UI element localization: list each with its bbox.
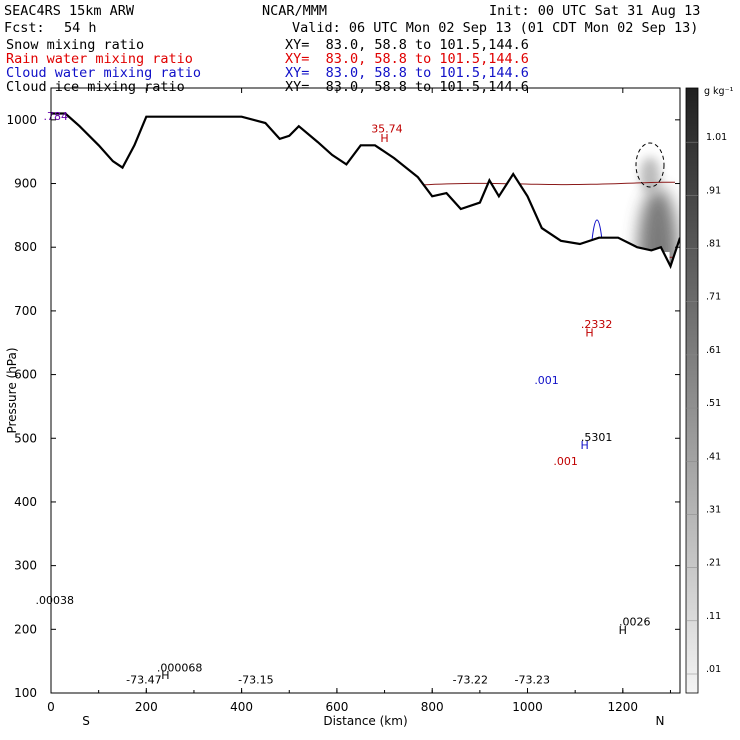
field-xy-cloud-water: XY= 83.0, 58.8 to 101.5,144.6 (285, 65, 529, 81)
colorbar-label: .71 (706, 292, 721, 303)
y-tick-label: 900 (14, 177, 37, 191)
extremum-label: .001 (534, 374, 559, 387)
field-label-rain: Rain water mixing ratio (6, 51, 193, 67)
center-name: NCAR/MMM (262, 3, 328, 19)
colorbar-label: .51 (706, 398, 721, 409)
extremum-label: H (380, 132, 388, 145)
colorbar (685, 87, 699, 694)
extremum-label: .001 (553, 455, 578, 468)
colorbar-label: .11 (706, 611, 721, 622)
colorbar-label: .01 (706, 664, 721, 675)
colorbar-label: .91 (706, 185, 721, 196)
field-xy-rain: XY= 83.0, 58.8 to 101.5,144.6 (285, 51, 529, 67)
extremum-label: .5301 (581, 431, 613, 444)
extremum-label: .0026 (619, 615, 651, 628)
forecast-label: Fcst: (4, 20, 45, 36)
terrain-fill (51, 113, 680, 693)
x-tick-label: 200 (135, 700, 158, 714)
x-tick-label: 800 (421, 700, 444, 714)
y-tick-label: 800 (14, 240, 37, 254)
extremum-label: -73.22 (453, 673, 488, 686)
extremum-label: H (585, 326, 593, 339)
x-tick-label: 1200 (608, 700, 639, 714)
y-tick-label: 500 (14, 431, 37, 445)
y-tick-label: 200 (14, 622, 37, 636)
colorbar-label: .41 (706, 451, 721, 462)
colorbar-label: .31 (706, 504, 721, 515)
extremum-label: 35.74 (371, 123, 403, 136)
extremum-label: -73.23 (515, 673, 550, 686)
y-tick-label: 100 (14, 686, 37, 700)
extremum-label: .000068 (157, 661, 203, 674)
x-tick-label: 600 (325, 700, 348, 714)
terrain-line (51, 112, 680, 270)
field-label-cloud-water: Cloud water mixing ratio (6, 65, 202, 81)
x-axis-label: Distance (km) (323, 714, 407, 728)
y-tick-label: 1000 (6, 113, 37, 127)
y-tick-label: 600 (14, 368, 37, 382)
south-label: S (82, 714, 90, 728)
init-time: Init: 00 UTC Sat 31 Aug 13 (489, 3, 701, 19)
x-tick-label: 0 (47, 700, 55, 714)
extremum-label: .00038 (36, 594, 75, 607)
colorbar-label: .61 (706, 345, 721, 356)
y-tick-label: 400 (14, 495, 37, 509)
extremum-label: -73.47 (126, 673, 161, 686)
x-tick-label: 1000 (512, 700, 543, 714)
north-label: N (656, 714, 665, 728)
x-tick-label: 400 (230, 700, 253, 714)
field-xy-cloud-ice: XY= 83.0, 58.8 to 101.5,144.6 (285, 79, 529, 95)
plot-frame (50, 87, 681, 694)
snow-shading (640, 157, 660, 193)
extremum-label: H (581, 439, 589, 452)
field-label-cloud-ice: Cloud ice mixing ratio (6, 79, 185, 95)
forecast-hour: 54 h (64, 20, 97, 36)
colorbar-label: .21 (706, 558, 721, 569)
extremum-label: -73.15 (238, 673, 273, 686)
extremum-label: H (619, 624, 627, 637)
colorbar-label: 1.01 (706, 132, 727, 143)
field-label-snow: Snow mixing ratio (6, 37, 145, 53)
valid-time: Valid: 06 UTC Mon 02 Sep 13 (01 CDT Mon … (292, 20, 699, 36)
cloud-ice-contour (635, 142, 665, 188)
extremum-label: H (161, 669, 169, 682)
colorbar-label: .81 (706, 239, 721, 250)
extremum-label: .784 (44, 110, 69, 123)
y-axis-label: Pressure (hPa) (5, 347, 19, 433)
extremum-label: .2332 (581, 318, 613, 331)
colorbar-unit: g kg⁻¹ (704, 86, 734, 97)
field-xy-snow: XY= 83.0, 58.8 to 101.5,144.6 (285, 37, 529, 53)
y-tick-label: 700 (14, 304, 37, 318)
model-name: SEAC4RS 15km ARW (4, 3, 135, 19)
y-tick-label: 300 (14, 559, 37, 573)
